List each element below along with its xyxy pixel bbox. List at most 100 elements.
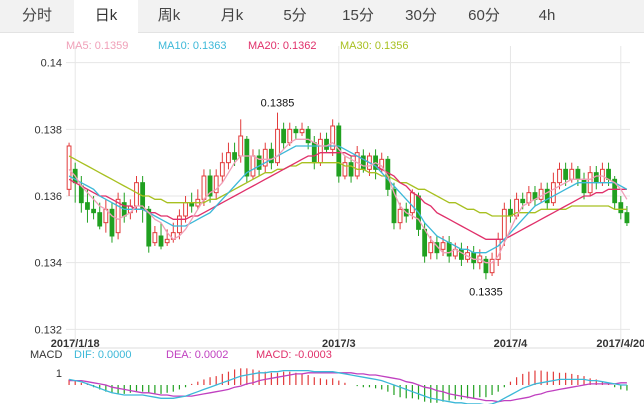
- candle-body: [471, 252, 477, 264]
- candle-body: [501, 208, 507, 240]
- candle-body: [201, 175, 207, 200]
- candle-body: [232, 152, 237, 160]
- candle-body: [563, 168, 569, 180]
- candle-body: [520, 198, 526, 204]
- candle-body: [293, 128, 299, 134]
- tab-monthly-k[interactable]: 月k: [220, 7, 244, 24]
- candle-body: [483, 258, 489, 274]
- candle-body: [624, 212, 630, 224]
- candle-body: [348, 162, 354, 177]
- dea-legend: DEA: 0.0002: [166, 349, 229, 361]
- candle-body: [544, 188, 550, 204]
- candle-body: [238, 135, 244, 157]
- candle-body: [287, 128, 293, 144]
- candle-body: [409, 192, 415, 214]
- dif-legend: DIF: 0.0000: [74, 349, 132, 361]
- candle-body: [250, 155, 256, 177]
- candle-body: [305, 128, 311, 144]
- candle-body: [244, 138, 250, 177]
- y-tick-label: 0.138: [34, 124, 62, 136]
- ma30-legend: MA30: 0.1356: [340, 40, 409, 52]
- candle-body: [164, 238, 170, 244]
- x-tick-label: 2017/1/18: [51, 338, 100, 350]
- dea-line: [69, 372, 627, 403]
- candle-body: [397, 208, 403, 224]
- candle-body: [177, 215, 182, 234]
- candle-body: [581, 178, 587, 194]
- candle-body: [422, 228, 428, 257]
- tab-15min[interactable]: 15分: [342, 7, 374, 24]
- candle-body: [275, 128, 280, 164]
- macd-y-tick: 1: [56, 368, 62, 380]
- x-tick-label: 2017/4: [494, 338, 529, 350]
- candle-body: [152, 232, 158, 244]
- candle-body: [66, 145, 72, 190]
- candle-body: [281, 128, 287, 144]
- candle-body: [569, 168, 575, 180]
- candle-body: [207, 175, 213, 197]
- candle-body: [146, 208, 152, 247]
- candle-body: [134, 182, 139, 207]
- candle-body: [330, 125, 336, 150]
- x-tick-label: 2017/3: [322, 338, 356, 350]
- candle-body: [183, 202, 188, 217]
- y-tick-label: 0.132: [34, 324, 62, 336]
- candle-body: [262, 148, 268, 167]
- candle-body: [299, 128, 305, 134]
- tab-60min[interactable]: 60分: [468, 7, 500, 24]
- tab-daily-k[interactable]: 日k: [74, 0, 138, 33]
- candle-body: [489, 258, 495, 274]
- candle-body: [342, 162, 348, 177]
- candle-body: [78, 185, 84, 204]
- candle-body: [324, 138, 329, 150]
- candle-body: [109, 208, 115, 237]
- candle-body: [459, 248, 464, 260]
- tab-4h[interactable]: 4h: [538, 7, 556, 24]
- candle-body: [158, 235, 164, 247]
- tab-weekly-k[interactable]: 周k: [157, 7, 181, 24]
- candle-body: [428, 242, 434, 254]
- ma10-legend: MA10: 0.1363: [158, 40, 227, 52]
- dif-line: [68, 369, 627, 404]
- macd-legend-title: MACD: [30, 349, 63, 361]
- candle-body: [219, 162, 225, 177]
- candle-body: [268, 148, 274, 164]
- candle-body: [226, 152, 231, 164]
- y-tick-label: 0.136: [34, 191, 62, 203]
- macd-value-legend: MACD: -0.0003: [256, 349, 332, 361]
- candle-body: [213, 175, 219, 194]
- candle-body: [85, 202, 90, 210]
- price-annotation: 0.1335: [469, 286, 503, 298]
- candle-body: [606, 168, 611, 180]
- y-tick-label: 0.14: [41, 58, 62, 70]
- candle-body: [557, 168, 562, 184]
- ma20-legend: MA20: 0.1362: [248, 40, 317, 52]
- ma5-legend: MA5: 0.1359: [66, 40, 129, 52]
- tab-5min[interactable]: 5分: [283, 7, 307, 24]
- ma30-line: [68, 155, 627, 217]
- period-tab-bar: 分时 日k 周k 月k 5分 15分 30分 60分 4h: [0, 0, 644, 33]
- ma5-line: [68, 138, 628, 264]
- candle-body: [446, 242, 452, 257]
- candle-body: [550, 182, 556, 204]
- candle-body: [593, 172, 599, 184]
- candle-body: [612, 178, 618, 204]
- candle-body: [256, 155, 262, 170]
- candle-body: [97, 212, 103, 227]
- candle-body: [575, 168, 581, 180]
- candle-body: [91, 208, 96, 214]
- candle-body: [526, 192, 532, 204]
- candle-body: [618, 202, 624, 214]
- tab-30min[interactable]: 30分: [405, 7, 437, 24]
- candle-body: [115, 198, 121, 234]
- tab-timeshare[interactable]: 分时: [21, 7, 52, 24]
- ma20-line: [68, 152, 627, 240]
- ma10-line: [68, 145, 628, 254]
- candle-body: [440, 242, 446, 250]
- candle-body: [538, 188, 544, 200]
- candle-body: [318, 138, 323, 164]
- y-tick-label: 0.134: [34, 258, 62, 270]
- candle-body: [391, 188, 397, 224]
- price-annotation: 0.1385: [261, 98, 295, 110]
